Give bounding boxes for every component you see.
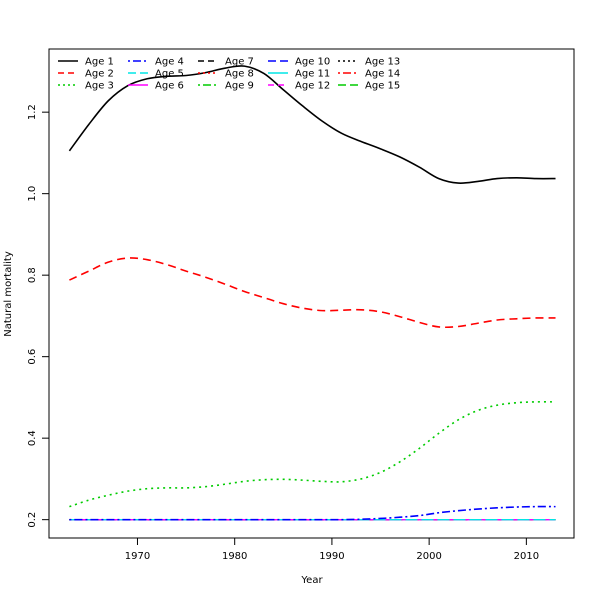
x-axis-label: Year xyxy=(300,575,323,586)
legend-label: Age 12 xyxy=(295,81,330,92)
legend-label: Age 11 xyxy=(295,69,330,80)
x-tick-label: 1970 xyxy=(125,551,150,562)
x-tick-label: 1980 xyxy=(222,551,247,562)
x-tick-label: 2010 xyxy=(514,551,539,562)
series-line-age-4 xyxy=(69,505,556,521)
series-line-age-1 xyxy=(68,65,556,184)
legend-label: Age 15 xyxy=(365,81,400,92)
legend-label: Age 6 xyxy=(155,81,184,92)
legend-label: Age 4 xyxy=(155,57,184,68)
legend-label: Age 10 xyxy=(295,57,330,68)
legend-label: Age 14 xyxy=(365,69,400,80)
legend-label: Age 7 xyxy=(225,57,254,68)
legend-label: Age 3 xyxy=(85,81,114,92)
legend-label: Age 9 xyxy=(225,81,254,92)
y-tick-label: 1.0 xyxy=(27,186,38,202)
y-tick-label: 1.2 xyxy=(27,104,38,120)
plot-frame xyxy=(48,48,575,539)
y-axis-label: Natural mortality xyxy=(3,251,14,337)
x-tick-label: 1990 xyxy=(319,551,344,562)
legend-label: Age 1 xyxy=(85,57,114,68)
y-tick-label: 0.4 xyxy=(27,430,38,446)
legend-label: Age 5 xyxy=(155,69,184,80)
y-tick-label: 0.8 xyxy=(27,267,38,283)
legend-label: Age 13 xyxy=(365,57,400,68)
legend-label: Age 2 xyxy=(85,69,114,80)
series-line-age-3 xyxy=(69,401,556,508)
series-line-age-2 xyxy=(69,257,556,329)
legend-label: Age 8 xyxy=(225,69,254,80)
y-tick-label: 0.6 xyxy=(27,349,38,365)
x-tick-label: 2000 xyxy=(416,551,441,562)
y-tick-label: 0.2 xyxy=(27,512,38,528)
